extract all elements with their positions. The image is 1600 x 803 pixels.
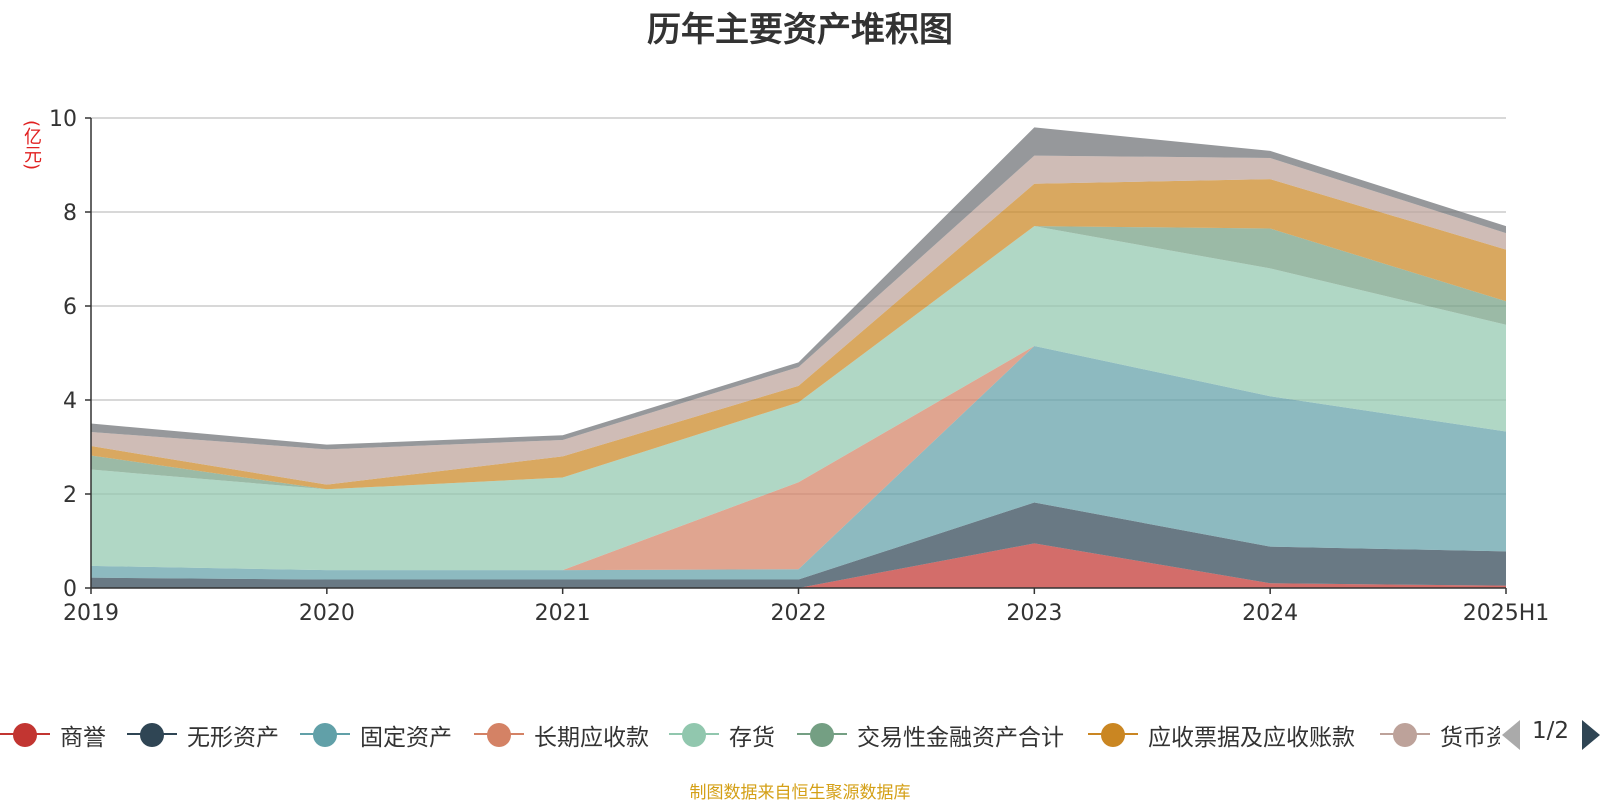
legend-label: 固定资产 <box>360 725 452 751</box>
area-存货 <box>91 226 1506 571</box>
source-note: 制图数据来自恒生聚源数据库 <box>689 783 911 803</box>
legend-next-page-icon[interactable] <box>1582 720 1600 750</box>
area-应收票据及应收账款 <box>91 179 1506 490</box>
y-tick-label: 0 <box>63 577 77 602</box>
area-固定资产 <box>91 345 1506 580</box>
legend-marker-icon <box>487 723 511 747</box>
legend-marker-icon <box>140 723 164 747</box>
stacked-area-chart: 0 2 4 6 8 10 2019 2020 2021 2022 2023 2024 2025H1 <box>49 107 1549 626</box>
x-tick-label: 2024 <box>1242 601 1298 626</box>
y-tick-label: 2 <box>63 483 77 508</box>
y-tick-label: 4 <box>63 389 77 414</box>
legend-marker-icon <box>313 723 337 747</box>
legend-label: 交易性金融资产合计 <box>857 725 1064 751</box>
legend: 商誉 无形资产 固定资产 长期应收款 存货 交易性金融资产合计 应收票据及应收账款 货币资金 <box>0 716 1500 752</box>
legend-marker-icon <box>1393 723 1417 747</box>
area-无形资产 <box>91 502 1506 588</box>
x-tick-label: 2019 <box>63 601 119 626</box>
legend-label: 应收票据及应收账款 <box>1148 725 1355 751</box>
legend-label: 货币资金 <box>1440 725 1500 751</box>
x-tick-label: 2022 <box>771 601 827 626</box>
legend-marker-icon <box>1101 723 1125 747</box>
x-tick-label: 2020 <box>299 601 355 626</box>
legend-marker-icon <box>810 723 834 747</box>
area-货币资金 <box>91 155 1506 485</box>
chart-title: 历年主要资产堆积图 <box>647 10 953 50</box>
x-tick-label: 2023 <box>1006 601 1062 626</box>
legend-label: 无形资产 <box>187 725 279 751</box>
area-商誉 <box>91 543 1506 588</box>
legend-label: 存货 <box>729 725 775 751</box>
legend-page-indicator: 1/2 <box>1532 718 1570 744</box>
area-series <box>91 127 1506 588</box>
x-tick-label: 2021 <box>535 601 591 626</box>
legend-marker-icon <box>13 723 37 747</box>
legend-label: 商誉 <box>60 725 106 751</box>
y-tick-label: 6 <box>63 295 77 320</box>
legend-prev-page-icon[interactable] <box>1502 720 1520 750</box>
axes: 0 2 4 6 8 10 2019 2020 2021 2022 2023 2024 2025H1 <box>49 107 1549 626</box>
y-tick-label: 10 <box>49 107 77 132</box>
area-长期应收款 <box>91 345 1506 571</box>
legend-pager: 1/2 <box>1500 716 1600 752</box>
y-axis-unit-label: (亿元) <box>21 120 42 171</box>
y-tick-label: 8 <box>63 201 77 226</box>
x-tick-label: 2025H1 <box>1463 601 1550 626</box>
legend-marker-icon <box>682 723 706 747</box>
legend-label: 长期应收款 <box>534 725 649 751</box>
